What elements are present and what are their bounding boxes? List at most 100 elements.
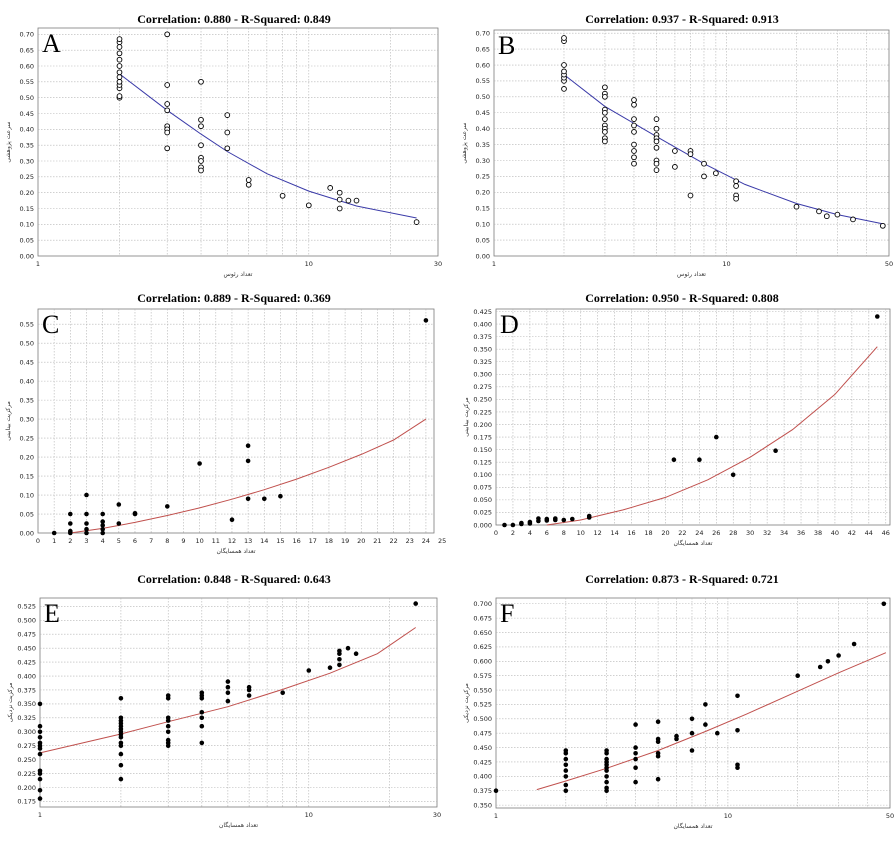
- x-tick-label: 5: [117, 537, 121, 545]
- data-point: [198, 142, 204, 149]
- y-tick-label: 0.25: [476, 173, 490, 181]
- chart-svg: 0.350 0.375 0.400 0.425 0.450 0.475 0.500 0.525…: [463, 597, 894, 830]
- data-point: [586, 513, 592, 519]
- y-tick-label: 0.175: [473, 433, 492, 441]
- data-point: [655, 776, 661, 782]
- data-point: [570, 516, 575, 522]
- x-tick-label: 23: [406, 537, 414, 545]
- x-tick-label: 4: [528, 529, 532, 537]
- data-point: [655, 751, 661, 756]
- x-tick-label: 18: [644, 529, 652, 537]
- y-tick-label: 0.35: [20, 141, 34, 149]
- y-tick-label: 0.15: [20, 205, 34, 213]
- x-tick-label: 8: [562, 529, 566, 537]
- data-point: [735, 728, 740, 733]
- data-point: [198, 167, 204, 174]
- data-point: [816, 208, 822, 215]
- x-tick-label: 1: [38, 811, 42, 819]
- y-axis-label: مرکزیت بینابینی: [5, 401, 12, 441]
- data-point: [245, 177, 252, 183]
- y-tick-label: 0.400: [17, 672, 36, 680]
- data-point: [353, 651, 359, 656]
- y-tick-label: 0.15: [20, 472, 34, 480]
- y-tick-label: 0.375: [473, 787, 492, 795]
- trend-line: [70, 418, 427, 534]
- y-tick-label: 0.20: [20, 453, 34, 461]
- data-point: [655, 719, 661, 724]
- y-tick-label: 0.55: [476, 77, 490, 85]
- data-point: [84, 521, 89, 526]
- y-tick-label: 0.400: [473, 320, 492, 328]
- data-point: [245, 458, 251, 464]
- y-tick-label: 0.45: [20, 358, 34, 366]
- x-tick-label: 38: [814, 529, 822, 537]
- data-point: [703, 722, 708, 727]
- data-point: [631, 129, 637, 135]
- data-point: [850, 216, 856, 223]
- data-point: [164, 145, 171, 152]
- y-tick-label: 0.25: [20, 434, 34, 442]
- data-point: [735, 765, 740, 770]
- data-point: [653, 160, 660, 167]
- y-tick-label: 0.20: [20, 189, 34, 197]
- data-point: [224, 129, 231, 136]
- data-point: [116, 63, 123, 69]
- data-point: [165, 729, 171, 735]
- data-point: [68, 528, 73, 534]
- plot-area: [37, 308, 435, 534]
- data-point: [563, 768, 569, 773]
- x-tick-label: 10: [724, 812, 732, 820]
- plot-area: [495, 597, 891, 809]
- data-point: [165, 737, 171, 743]
- data-point: [345, 197, 352, 204]
- data-point: [836, 653, 841, 658]
- y-axis-label: سرعت پژوهشی: [461, 122, 468, 163]
- data-point: [733, 183, 739, 189]
- data-point: [37, 788, 43, 793]
- data-point: [602, 116, 608, 122]
- data-point: [561, 68, 567, 75]
- x-tick-label: 19: [341, 537, 349, 545]
- data-point: [116, 69, 123, 76]
- y-tick-label: 0.425: [473, 308, 492, 316]
- data-point: [825, 659, 831, 664]
- chart-panel-c: Correlation: 0.889 - R-Squared: 0.369 0.…: [0, 285, 448, 560]
- data-point: [703, 702, 708, 707]
- data-point: [118, 740, 124, 746]
- y-tick-label: 0.25: [20, 173, 34, 181]
- data-point: [689, 716, 695, 722]
- chart-panel-b: Correlation: 0.937 - R-Squared: 0.913 0.…: [448, 0, 896, 278]
- data-point: [633, 722, 638, 727]
- data-point: [84, 530, 89, 536]
- y-tick-label: 0.075: [473, 484, 492, 492]
- y-tick-label: 0.20: [476, 189, 490, 197]
- y-tick-label: 0.625: [473, 643, 492, 651]
- x-tick-label: 14: [610, 529, 618, 537]
- data-point: [164, 129, 171, 136]
- chart-title: Correlation: 0.937 - R-Squared: 0.913: [585, 12, 779, 26]
- panel-letter: D: [500, 310, 519, 339]
- data-point: [563, 748, 569, 753]
- y-tick-label: 0.05: [476, 236, 490, 244]
- y-tick-label: 0.55: [20, 78, 34, 86]
- data-point: [502, 522, 507, 528]
- y-tick-label: 0.450: [17, 644, 36, 652]
- data-point: [165, 715, 171, 721]
- data-point: [306, 668, 312, 673]
- data-point: [602, 93, 608, 100]
- x-tick-label: 24: [695, 529, 703, 537]
- y-tick-label: 0.35: [20, 396, 34, 404]
- y-tick-label: 0.50: [476, 93, 490, 101]
- y-tick-label: 0.45: [476, 109, 490, 117]
- data-point: [715, 730, 720, 736]
- data-point: [631, 148, 637, 154]
- y-axis-label: مرکزیت نزدیکی: [7, 683, 14, 723]
- data-point: [229, 517, 235, 522]
- x-tick-label: 10: [722, 260, 730, 268]
- data-point: [631, 116, 637, 122]
- y-tick-label: 0.35: [476, 141, 490, 149]
- chart-svg: 0.00 0.05 0.10 0.15 0.20 0.25 0.30 0.35 0.40 0.45…: [5, 27, 442, 278]
- data-point: [834, 211, 841, 218]
- data-point: [37, 776, 43, 782]
- x-tick-label: 44: [865, 529, 873, 537]
